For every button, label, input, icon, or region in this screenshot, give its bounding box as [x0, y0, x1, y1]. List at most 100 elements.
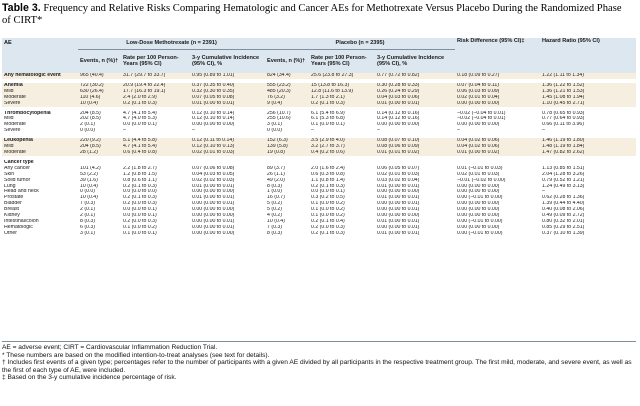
cell-rd: 0.00 (−0.01 to 0.00): [457, 230, 503, 236]
table-row: Severe 10 (0.4) 0.2 (0.1 to 0.3) 0.01 (0.00…: [2, 100, 637, 107]
cell-pl-events: 139 (5.8): [265, 144, 310, 150]
cell-rd: 0.02 (0.01 to 0.04): [455, 94, 541, 101]
cell-mtx-cum: 0.95 (0.89 to 1.01): [190, 73, 266, 79]
cell-rd: 0.02 (0.01 to 0.03): [457, 171, 500, 177]
cell-mtx-cum: 0.01 (0.00 to 0.01): [192, 195, 235, 201]
cell-pl-cum: 0.00 (0.00 to 0.00): [377, 189, 420, 195]
cell-hr: 0.49 (0.09 to 2.72): [542, 213, 585, 219]
row-label: Cancer type: [4, 159, 34, 165]
table-row: Kidney 2 (0.1) 0.0 (0.0 to 0.1) 0.00 (0.00 …: [2, 213, 636, 219]
table-row: Mild 204 (8.5) 4.7 (4.1 to 5.4) 0.12 (0.10 …: [2, 144, 637, 150]
cell-mtx-events: 204 (8.5): [78, 144, 121, 150]
cell-mtx-events: 10 (0.4): [80, 183, 98, 189]
cell-hr: 1.10 (0.45 to 2.71): [540, 100, 637, 107]
cell-rd: −0.02 (−0.04 to 0.01): [457, 110, 506, 116]
row-label: Any hematologic event: [2, 73, 78, 79]
cell-pl-rate: 1.1 (0.8 to 1.4): [311, 177, 345, 183]
cell-pl-events: 89 (3.7): [267, 165, 285, 171]
cell-hr: 1.48 (1.19 to 1.84): [540, 144, 637, 150]
cell-rd: 0.01 (−0.01 to 0.03): [457, 165, 503, 171]
cell-rd: 0.00 (0.00 to 0.00): [457, 207, 500, 213]
cell-rd: 0.04 (0.02 to 0.06): [455, 138, 541, 145]
cell-hr: 0.80 (0.32 to 2.01): [542, 218, 585, 224]
cell-rd: 0.00 (−0.01 to 0.00): [457, 218, 503, 224]
row-label: Bladder: [4, 201, 22, 207]
cell-pl-cum: 0.01 (0.00 to 0.01): [377, 183, 420, 189]
cell-mtx-rate: 4.7 (4.1 to 5.4): [123, 110, 157, 116]
cell-mtx-rate: –: [123, 128, 126, 134]
cell-pl-events: 8 (0.3): [267, 230, 283, 236]
header-placebo-group: Placebo (n = 2395): [265, 38, 456, 50]
table-row: Head and neck 0 (0.0) 0.0 (0.0 to 0.0) 0.00…: [2, 189, 636, 195]
cell-hr: 1.22 (1.11 to 1.34): [540, 73, 637, 79]
table-row: Severe 0 (0.0) – – 0 (0.0) – – – –: [2, 128, 636, 134]
cell-mtx-rate: 0.2 (0.0 to 0.3): [123, 201, 157, 207]
table-row: Mild 202 (8.5) 4.7 (4.0 to 5.3) 0.12 (0.10 …: [2, 116, 636, 122]
table-body: Any hematologic event 965 (40.4) 31.7 (29.…: [2, 73, 637, 237]
table-row: Solid tumor 39 (1.6) 0.8 (0.6 to 1.1) 0.02 …: [2, 178, 636, 184]
table-row: Prostate 10 (0.4) 0.2 (0.1 to 0.3) 0.01 (0.…: [2, 195, 636, 201]
cell-mtx-rate: 0.2 (0.1 to 0.3): [123, 183, 157, 189]
cell-mtx-cum: 0.12 (0.10 to 0.14): [192, 110, 235, 116]
cell-hr: 1.46 (1.19 to 1.80): [540, 138, 637, 145]
note-abbreviations: AE = adverse event; CIRT = Cardiovascula…: [2, 344, 218, 351]
row-label: Prostate: [4, 195, 24, 201]
cell-pl-cum: 0.00 (0.00 to 0.01): [377, 207, 420, 213]
cell-rd: 0.00 (−0.01 to 0.00): [457, 195, 503, 201]
cell-pl-cum: 0.00 (0.00 to 0.00): [377, 213, 420, 219]
table-row: Any hematologic event 965 (40.4) 31.7 (29.…: [2, 73, 637, 79]
cell-mtx-rate: 31.7 (29.7 to 33.7): [121, 73, 190, 79]
row-label: Other: [4, 230, 17, 236]
cell-hr: 1.39 (0.44 to 4.40): [542, 201, 585, 207]
cell-mtx-rate: 0.1 (0.0 to 0.2): [123, 224, 157, 230]
cell-mtx-cum: 0.12 (0.10 to 0.14): [192, 116, 235, 122]
cell-mtx-events: 6 (0.3): [80, 224, 95, 230]
cell-mtx-events: 7 (0.3): [80, 201, 95, 207]
header-risk-difference: Risk Difference (95% CI)‡: [455, 38, 541, 73]
table-row: Anemia 722 (30.2) 20.9 (19.4 to 22.4) 0.37 …: [2, 82, 637, 89]
table-label: Table 3.: [2, 2, 41, 14]
cell-mtx-cum: 0.12 (0.11 to 0.14): [190, 138, 266, 145]
cell-pl-cum: 0.01 (0.00 to 0.01): [377, 218, 420, 224]
cell-mtx-events: 722 (30.2): [78, 82, 121, 89]
ae-table: AE Low-Dose Methotrexate (n = 2391) Plac…: [2, 38, 637, 237]
row-label: Skin: [4, 171, 15, 177]
cell-hr: 1.47 (0.82 to 2.62): [540, 149, 637, 156]
cell-pl-cum: –: [377, 128, 380, 134]
cell-pl-rate: 0.1 (0.0 to 0.1): [311, 122, 345, 128]
cell-pl-events: 16 (0.7): [267, 195, 285, 201]
cell-mtx-cum: 0.32 (0.30 to 0.35): [190, 88, 266, 95]
header-mtx-rate: Rate per 100 Person-Years (95% CI): [121, 49, 190, 73]
cell-mtx-rate: 0.0 (0.0 to 0.1): [123, 122, 157, 128]
cell-mtx-cum: 0.02 (0.01 to 0.03): [190, 149, 266, 156]
cell-pl-cum: 0.08 (0.06 to 0.09): [375, 144, 456, 150]
cell-pl-cum: 0.01 (0.00 to 0.01): [377, 195, 420, 201]
row-label: Kidney: [4, 213, 20, 219]
cell-pl-rate: 0.2 (0.1 to 0.3): [309, 100, 376, 107]
cell-rd: 0.00 (0.00 to 0.00): [457, 201, 500, 207]
cell-hr: 0.37 (0.10 to 1.39): [542, 230, 585, 236]
header-ae: AE: [2, 38, 78, 50]
cell-mtx-cum: 0.07 (0.05 to 0.08): [190, 94, 266, 101]
cell-rd: 0.07 (0.04 to 0.11): [455, 82, 541, 89]
row-label: Mild: [4, 116, 14, 122]
cell-pl-rate: 1.7 (1.3 to 2.1): [309, 94, 376, 101]
table-row: Moderate 2 (0.1) 0.0 (0.0 to 0.1) 0.00 (0.0…: [2, 122, 636, 128]
cell-mtx-cum: 0.00 (0.00 to 0.00): [192, 207, 235, 213]
cell-hr: 0.78 (0.65 to 0.93): [542, 110, 585, 116]
row-label: Any cancer: [4, 165, 30, 171]
row-label: Thrombocytopenia: [4, 110, 51, 116]
cell-pl-rate: 0.2 (0.1 to 0.4): [311, 218, 345, 224]
cell-pl-cum: 0.08 (0.07 to 0.10): [375, 138, 456, 145]
cell-hr: 0.62 (0.28 to 1.36): [542, 195, 585, 201]
header-placebo-rate: Rate per 100 Person-Years (95% CI): [309, 49, 376, 73]
cell-pl-cum: 0.77 (0.72 to 0.82): [375, 73, 456, 79]
cell-mtx-rate: 2.4 (2.0 to 2.9): [121, 94, 190, 101]
cell-mtx-cum: 0.00 (0.00 to 0.01): [192, 201, 235, 207]
cell-mtx-cum: 0.37 (0.35 to 0.40): [190, 82, 266, 89]
cell-pl-rate: 3.5 (2.9 to 4.0): [309, 138, 376, 145]
cell-rd: 0.00 (0.00 to 0.00): [457, 122, 500, 128]
cell-pl-cum: 0.03 (0.02 to 0.04): [377, 177, 420, 183]
cell-mtx-events: 53 (2.2): [80, 171, 98, 177]
table-row: Leukopenia 220 (9.2) 5.1 (4.4 to 5.8) 0.12 …: [2, 138, 637, 145]
